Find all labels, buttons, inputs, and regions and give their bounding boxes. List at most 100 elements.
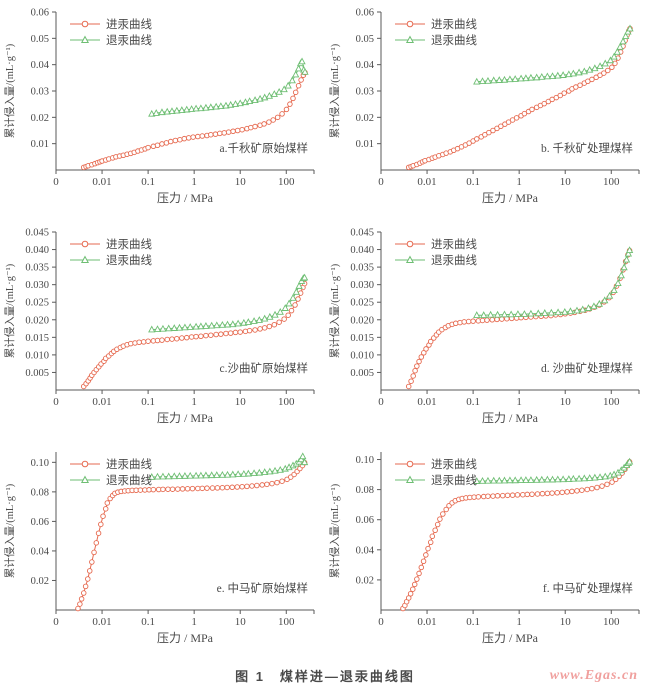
x-axis-label: 压力 / MPa: [157, 191, 214, 205]
x-tick-label: 0.1: [141, 176, 155, 188]
x-tick-label: 0.1: [466, 176, 480, 188]
axes: 0.0050.0100.0150.0200.0250.0300.0350.040…: [3, 228, 315, 425]
x-tick-label: 100: [278, 616, 295, 628]
y-axis-label: 累计侵入量/(mL·g⁻¹): [328, 43, 341, 138]
sample-label: a.千秋矿原始煤样: [220, 141, 308, 155]
x-tick-label: 0.01: [92, 396, 111, 408]
x-tick-label: 1: [191, 176, 197, 188]
y-tick-label: 0.03: [356, 87, 374, 98]
y-tick-label: 0.10: [356, 455, 374, 466]
intrusion-series: [75, 459, 308, 612]
chart-c-svg: 0.0050.0100.0150.0200.0250.0300.0350.040…: [3, 228, 315, 425]
intrusion-series: [405, 25, 633, 171]
chart-panel-b: 0.01 0.02 0.03 0.04 0.05 0.06 0 0.01 0.1 1 10 100 压力…: [325, 0, 650, 220]
y-tick-label: 0.04: [356, 60, 375, 71]
y-tick-label: 0.020: [350, 315, 374, 326]
y-axis-label: 累计侵入量/(mL·g⁻¹): [3, 483, 16, 578]
y-tick-label: 0.06: [31, 8, 49, 19]
x-tick-label: 1: [516, 176, 522, 188]
sample-label: d. 沙曲矿处理煤样: [541, 361, 633, 375]
x-tick-label: 1: [516, 616, 522, 628]
y-tick-label: 0.01: [356, 139, 374, 150]
y-tick-label: 0.015: [350, 333, 374, 344]
chart-panel-a: 0.01 0.02 0.03 0.04 0.05 0.06 0 0.01 0.1 1 10 100 压力…: [0, 0, 325, 220]
y-tick-label: 0.020: [25, 315, 49, 326]
y-tick-label: 0.10: [31, 458, 49, 469]
y-tick-label: 0.05: [31, 34, 49, 45]
y-tick-label: 0.04: [31, 546, 50, 557]
y-tick-label: 0.040: [25, 245, 49, 256]
x-tick-label: 0: [53, 616, 59, 628]
sample-label: c.沙曲矿原始煤样: [220, 361, 308, 375]
x-tick-label: 1: [191, 396, 197, 408]
y-tick-label: 0.02: [356, 113, 374, 124]
x-tick-label: 100: [278, 176, 295, 188]
x-axis-label: 压力 / MPa: [482, 411, 539, 425]
y-tick-label: 0.045: [350, 228, 374, 239]
y-axis-label: 累计侵入量/(mL·g⁻¹): [3, 263, 16, 358]
y-tick-label: 0.025: [25, 298, 49, 309]
x-tick-label: 1: [516, 396, 522, 408]
y-tick-label: 0.010: [25, 350, 49, 361]
x-tick-label: 0.1: [466, 616, 480, 628]
x-tick-label: 10: [560, 396, 572, 408]
extrusion-series: [473, 24, 634, 85]
x-tick-label: 0.1: [466, 396, 480, 408]
y-tick-label: 0.035: [25, 263, 49, 274]
x-tick-label: 0.01: [417, 176, 436, 188]
y-tick-label: 0.03: [31, 87, 49, 98]
axes: 0.02 0.04 0.06 0.08 0.10 0 0.01 0.1 1 10 100 压力 / M…: [328, 452, 640, 645]
legend-label: 进汞曲线: [431, 457, 477, 471]
y-tick-label: 0.02: [31, 576, 49, 587]
sample-label: b. 千秋矿处理煤样: [541, 141, 633, 155]
legend-label: 退汞曲线: [106, 473, 152, 487]
chart-panel-f: 0.02 0.04 0.06 0.08 0.10 0 0.01 0.1 1 10 100 压力 / M…: [325, 440, 650, 660]
x-tick-label: 100: [603, 616, 620, 628]
intrusion-series: [80, 69, 308, 171]
extrusion-series: [473, 246, 634, 318]
chart-e-svg: 0.02 0.04 0.06 0.08 0.10 0 0.01 0.1 1 10 100 压力 / M…: [3, 452, 315, 645]
x-tick-label: 10: [560, 616, 572, 628]
x-tick-label: 100: [603, 176, 620, 188]
chart-d-svg: 0.0050.0100.0150.0200.0250.0300.0350.040…: [328, 228, 640, 425]
x-tick-label: 0.01: [417, 396, 436, 408]
legend-label: 进汞曲线: [431, 237, 477, 251]
x-tick-label: 0.01: [92, 176, 111, 188]
x-axis-label: 压力 / MPa: [157, 411, 214, 425]
x-tick-label: 0: [378, 176, 384, 188]
y-tick-label: 0.06: [356, 8, 374, 19]
y-tick-label: 0.035: [350, 263, 374, 274]
x-axis-label: 压力 / MPa: [482, 631, 539, 645]
y-tick-label: 0.02: [31, 113, 49, 124]
axes: 0.01 0.02 0.03 0.04 0.05 0.06 0 0.01 0.1 1 10 100 压力…: [328, 8, 640, 205]
y-tick-label: 0.015: [25, 333, 49, 344]
extrusion-series: [148, 452, 309, 480]
y-axis-label: 累计侵入量/(mL·g⁻¹): [3, 43, 16, 138]
x-tick-label: 100: [278, 396, 295, 408]
x-tick-label: 0.1: [141, 616, 155, 628]
y-tick-label: 0.08: [31, 487, 49, 498]
intrusion-series: [400, 459, 633, 612]
y-tick-label: 0.06: [356, 515, 374, 526]
y-tick-label: 0.06: [31, 517, 49, 528]
sample-label: f. 中马矿处理煤样: [543, 581, 633, 595]
x-tick-label: 10: [235, 616, 247, 628]
legend-label: 进汞曲线: [431, 17, 477, 31]
axes: 0.01 0.02 0.03 0.04 0.05 0.06 0 0.01 0.1 1 10 100 压力…: [3, 8, 315, 205]
axes: 0.02 0.04 0.06 0.08 0.10 0 0.01 0.1 1 10 100 压力 / M…: [3, 452, 315, 645]
x-tick-label: 10: [235, 396, 247, 408]
watermark: www.Egas.cn: [549, 668, 638, 683]
y-tick-label: 0.045: [25, 228, 49, 239]
y-tick-label: 0.02: [356, 575, 374, 586]
y-tick-label: 0.005: [25, 368, 49, 379]
chart-f-svg: 0.02 0.04 0.06 0.08 0.10 0 0.01 0.1 1 10 100 压力 / M…: [328, 452, 640, 645]
y-tick-label: 0.04: [356, 545, 375, 556]
y-tick-label: 0.030: [350, 280, 374, 291]
y-axis-label: 累计侵入量/(mL·g⁻¹): [328, 483, 341, 578]
x-tick-label: 10: [235, 176, 247, 188]
x-tick-label: 0.1: [141, 396, 155, 408]
